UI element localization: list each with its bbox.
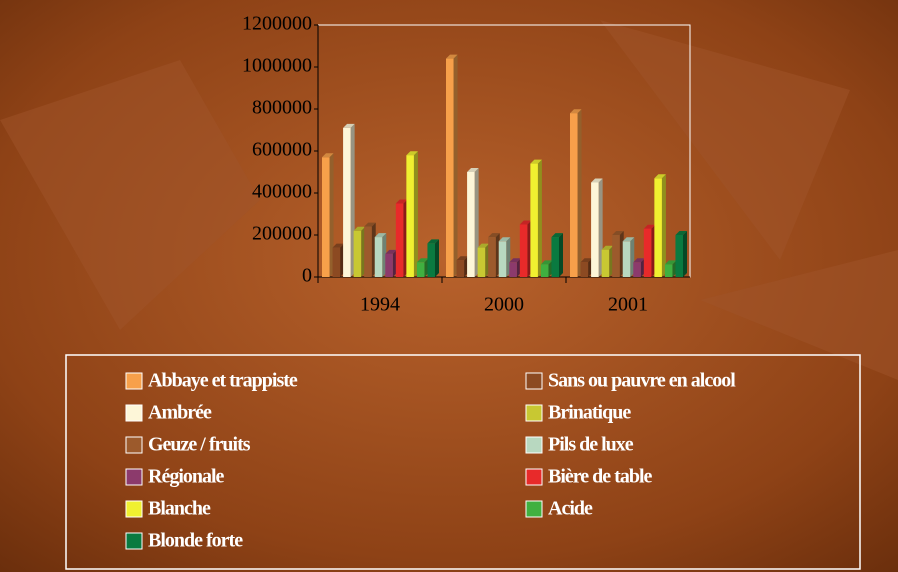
bar bbox=[520, 225, 528, 278]
legend-label: Sans ou pauvre en alcool bbox=[548, 370, 736, 392]
y-tick-label: 200000 bbox=[252, 223, 312, 245]
bar bbox=[446, 59, 454, 277]
bar bbox=[675, 235, 683, 277]
bar bbox=[457, 260, 465, 277]
slide: 0 200000 400000 600000 800000 1000000 1200000 1… bbox=[0, 0, 898, 572]
bar bbox=[322, 157, 330, 277]
bar bbox=[488, 237, 496, 277]
y-tick-label: 1200000 bbox=[242, 13, 312, 35]
bar bbox=[385, 254, 393, 277]
legend-swatch bbox=[526, 373, 542, 389]
bar bbox=[364, 227, 372, 277]
legend-label: Pils de luxe bbox=[548, 434, 634, 456]
bar bbox=[665, 264, 673, 277]
bar bbox=[467, 172, 475, 277]
bar-side bbox=[683, 231, 687, 277]
bar bbox=[354, 231, 362, 277]
legend-swatch bbox=[126, 373, 142, 389]
bar bbox=[478, 248, 486, 277]
bar bbox=[591, 183, 599, 278]
legend-swatch bbox=[126, 501, 142, 517]
bar bbox=[570, 113, 578, 277]
y-tick-label: 1000000 bbox=[242, 55, 312, 77]
bar bbox=[375, 237, 383, 277]
bar-side bbox=[559, 233, 563, 277]
bar bbox=[343, 128, 351, 277]
legend-swatch bbox=[526, 501, 542, 517]
legend-swatch bbox=[526, 405, 542, 421]
bar bbox=[509, 262, 517, 277]
legend-label: Brinatique bbox=[548, 402, 631, 424]
bar bbox=[612, 235, 620, 277]
legend-label: Abbaye et trappiste bbox=[148, 370, 298, 392]
x-tick-label: 2001 bbox=[608, 294, 648, 316]
legend-swatch bbox=[526, 469, 542, 485]
bar bbox=[427, 243, 435, 277]
y-tick-label: 600000 bbox=[252, 139, 312, 161]
legend-swatch bbox=[126, 437, 142, 453]
legend-swatch bbox=[126, 405, 142, 421]
legend-swatch bbox=[126, 533, 142, 549]
bar bbox=[654, 178, 662, 277]
legend-swatch bbox=[526, 437, 542, 453]
bar-side bbox=[435, 239, 439, 277]
legend-label: Régionale bbox=[148, 466, 225, 488]
bar-side bbox=[662, 174, 666, 277]
bar bbox=[581, 262, 589, 277]
legend-label: Bière de table bbox=[548, 466, 653, 488]
bar-side bbox=[414, 151, 418, 277]
bar bbox=[417, 262, 425, 277]
bar bbox=[541, 264, 549, 277]
bar-side bbox=[538, 160, 542, 277]
bar bbox=[406, 155, 414, 277]
x-tick-label: 2000 bbox=[484, 294, 524, 316]
legend-label: Geuze / fruits bbox=[148, 434, 251, 456]
bar bbox=[551, 237, 559, 277]
legend-label: Blonde forte bbox=[148, 530, 243, 552]
legend-label: Ambrée bbox=[148, 402, 212, 424]
bar-side bbox=[578, 109, 582, 277]
bar bbox=[530, 164, 538, 277]
x-tick-label: 1994 bbox=[360, 294, 400, 316]
bar bbox=[633, 262, 641, 277]
legend-label: Blanche bbox=[148, 498, 211, 520]
bar bbox=[623, 241, 631, 277]
bar bbox=[602, 250, 610, 277]
legend-label: Acide bbox=[548, 498, 593, 520]
y-tick-label: 400000 bbox=[252, 181, 312, 203]
bar bbox=[644, 229, 652, 277]
y-tick-label: 0 bbox=[302, 265, 312, 287]
bar bbox=[333, 248, 341, 277]
bar bbox=[499, 241, 507, 277]
y-tick-label: 800000 bbox=[252, 97, 312, 119]
bar bbox=[396, 204, 404, 278]
bar-side bbox=[454, 55, 458, 277]
legend-swatch bbox=[126, 469, 142, 485]
